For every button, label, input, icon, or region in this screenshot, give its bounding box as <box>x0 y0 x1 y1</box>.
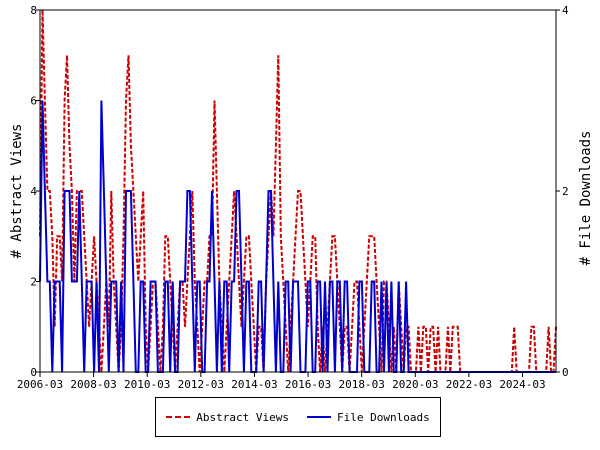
x-tick-label: 2008-03 <box>70 378 116 391</box>
legend-swatch-downloads <box>307 416 331 418</box>
y-tick-label: 8 <box>30 4 37 17</box>
legend-item-views: Abstract Views <box>166 411 289 424</box>
x-tick-label: 2016-03 <box>285 378 331 391</box>
legend-swatch-views <box>166 416 191 418</box>
y-tick-label: 6 <box>30 95 37 108</box>
legend-label-downloads: File Downloads <box>337 410 430 424</box>
x-tick-label: 2022-03 <box>446 378 492 391</box>
x-tick-label: 2024-03 <box>499 378 545 391</box>
x-tick-label: 2014-03 <box>231 378 277 391</box>
y-tick-label: 4 <box>30 185 37 198</box>
legend: Abstract Views File Downloads <box>155 397 441 437</box>
legend-item-downloads: File Downloads <box>307 411 430 424</box>
legend-label-views: Abstract Views <box>196 410 289 424</box>
x-tick-label: 2020-03 <box>392 378 438 391</box>
y2-tick-label: 4 <box>562 4 569 17</box>
y2-tick-label: 2 <box>562 185 569 198</box>
x-tick-label: 2010-03 <box>124 378 170 391</box>
series-line-file-downloads <box>39 100 556 373</box>
y2-axis-label: # File Downloads <box>578 131 594 266</box>
y2-tick-label: 0 <box>562 366 569 379</box>
y-axis-label: # Abstract Views <box>9 124 25 259</box>
y-tick-label: 0 <box>30 366 37 379</box>
x-tick-label: 2012-03 <box>178 378 224 391</box>
x-tick-label: 2006-03 <box>17 378 63 391</box>
y-tick-label: 2 <box>30 276 37 289</box>
x-tick-label: 2018-03 <box>338 378 384 391</box>
